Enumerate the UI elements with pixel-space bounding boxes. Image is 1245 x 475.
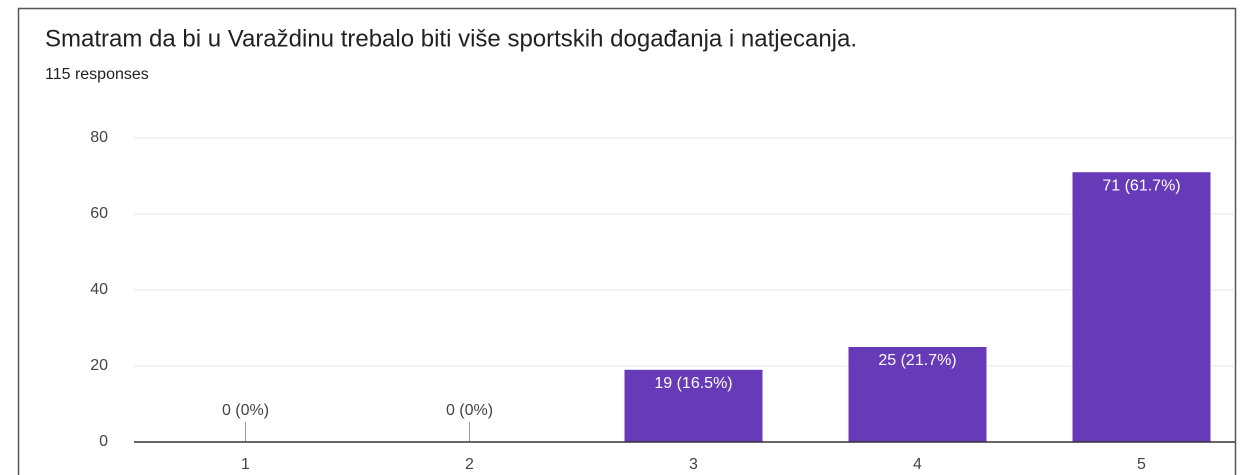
x-tick-label: 1	[241, 456, 250, 473]
value-label: 19 (16.5%)	[654, 375, 732, 392]
value-label: 25 (21.7%)	[878, 352, 956, 369]
y-tick-label: 40	[90, 281, 108, 298]
y-tick-label: 0	[99, 433, 108, 450]
bar	[624, 369, 763, 442]
chart-title: Smatram da bi u Varaždinu trebalo biti v…	[45, 25, 857, 52]
x-tick-label: 3	[689, 456, 698, 473]
value-label: 0 (0%)	[446, 402, 493, 419]
x-tick-label: 5	[1137, 456, 1146, 473]
chart-subtitle: 115 responses	[45, 66, 149, 83]
x-tick-label: 4	[913, 456, 922, 473]
y-tick-label: 20	[90, 357, 108, 374]
bar	[848, 347, 987, 442]
x-tick-label: 2	[465, 456, 474, 473]
bar	[1072, 172, 1211, 442]
frame	[17, 7, 1237, 475]
y-tick-label: 60	[90, 205, 108, 222]
y-tick-label: 80	[90, 129, 108, 146]
value-label: 0 (0%)	[222, 402, 269, 419]
value-label: 71 (61.7%)	[1102, 177, 1180, 194]
